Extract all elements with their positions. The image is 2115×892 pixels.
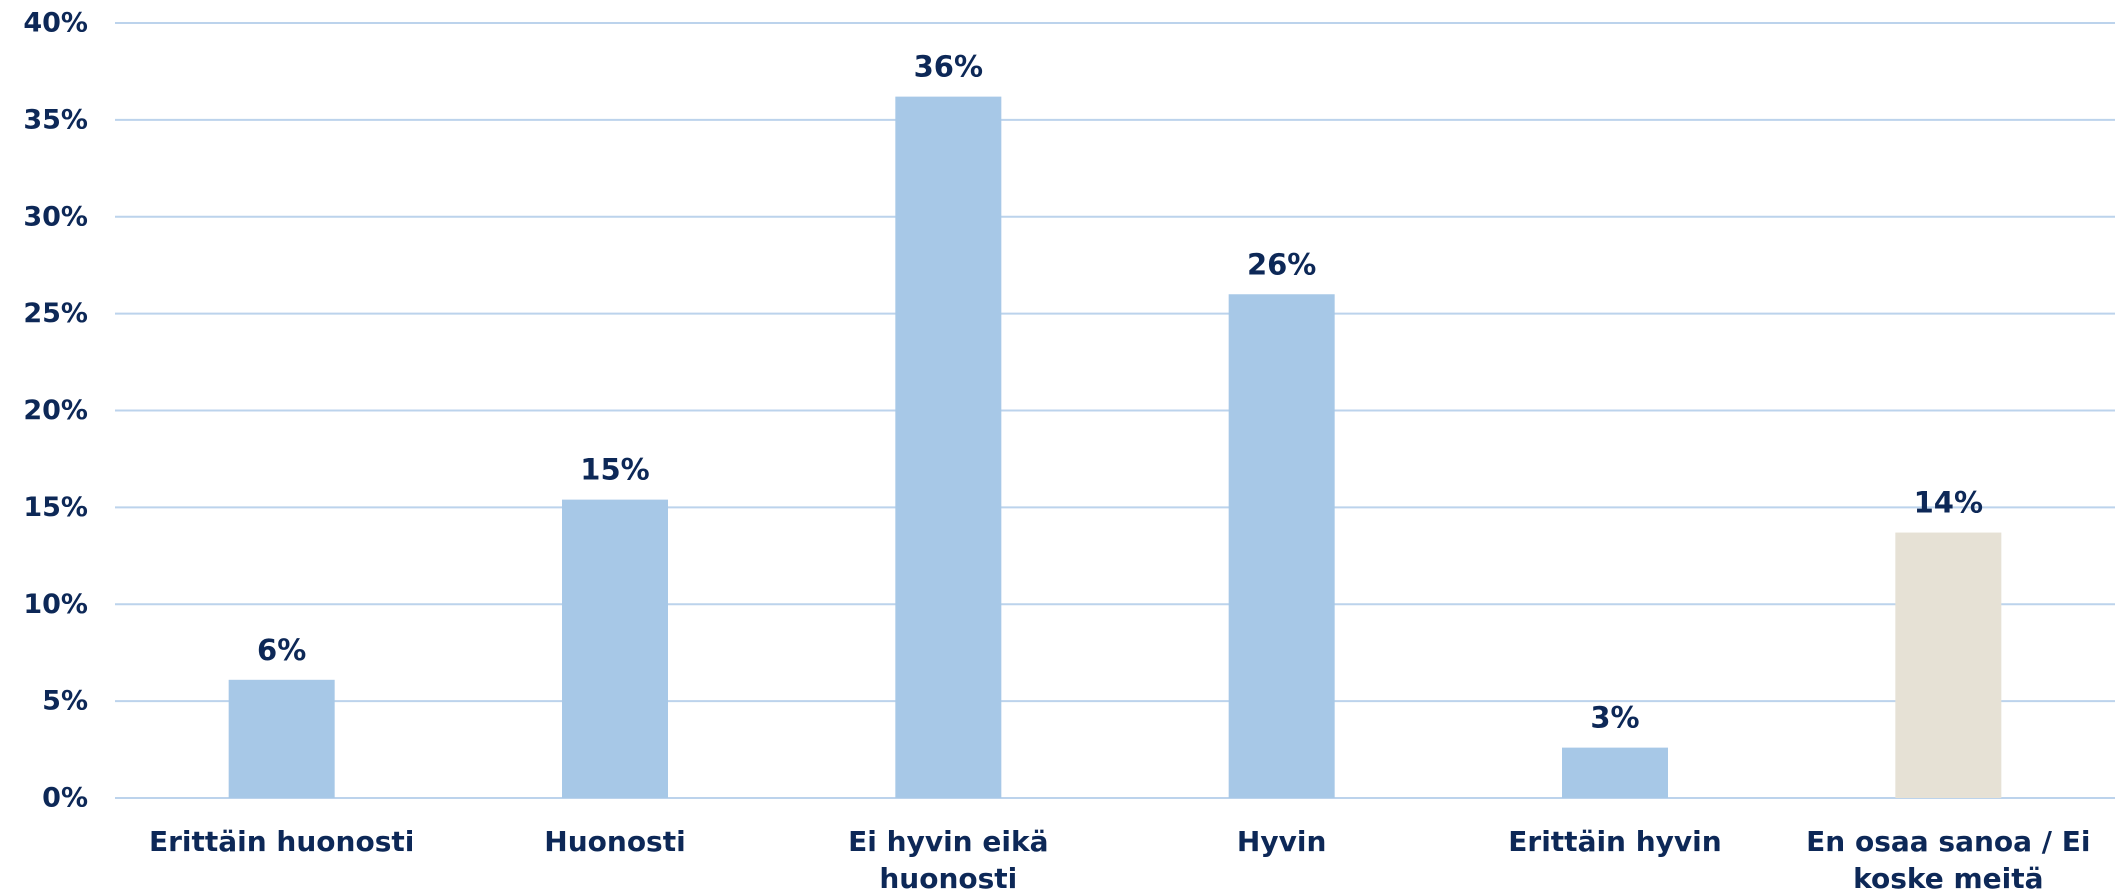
x-category-label: En osaa sanoa / Ei <box>1806 825 2090 858</box>
y-tick-label: 10% <box>23 589 88 620</box>
y-tick-label: 20% <box>23 395 88 426</box>
x-category-label: huonosti <box>879 862 1017 892</box>
bar <box>1895 532 2002 798</box>
data-label: 15% <box>580 453 649 487</box>
bar <box>1562 747 1668 798</box>
data-label: 26% <box>1247 247 1316 281</box>
bar <box>895 96 1002 798</box>
y-tick-label: 25% <box>23 298 88 329</box>
y-tick-label: 0% <box>42 783 88 814</box>
y-tick-label: 30% <box>23 201 88 232</box>
x-category-label: Huonosti <box>544 825 685 858</box>
x-category-label: Hyvin <box>1237 825 1326 858</box>
x-category-label: Erittäin hyvin <box>1508 825 1721 858</box>
x-category-label: Erittäin huonosti <box>149 825 414 858</box>
data-label: 3% <box>1590 701 1639 735</box>
x-category-label: koske meitä <box>1853 862 2043 892</box>
y-tick-label: 40% <box>23 8 88 39</box>
data-label: 6% <box>257 633 306 667</box>
y-tick-label: 5% <box>42 686 88 717</box>
bar <box>228 679 335 798</box>
x-category-label: Ei hyvin eikä <box>848 825 1048 858</box>
bar <box>562 499 668 798</box>
data-label: 36% <box>914 50 983 84</box>
bar <box>1228 294 1335 798</box>
data-label: 14% <box>1914 486 1983 520</box>
y-tick-label: 35% <box>23 104 88 135</box>
y-tick-label: 15% <box>23 492 88 523</box>
